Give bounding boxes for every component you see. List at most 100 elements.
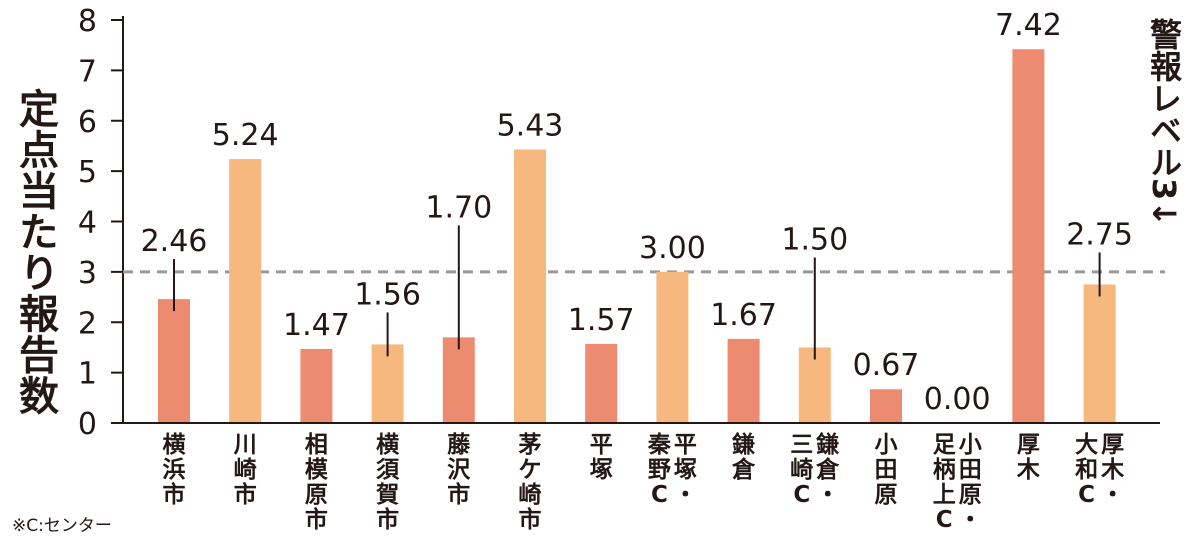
y-tick-label: 1 — [78, 357, 97, 392]
bar — [1083, 284, 1116, 423]
category-label-char: C — [936, 507, 953, 533]
bar — [229, 159, 262, 423]
bar — [1012, 49, 1045, 423]
category-label-char: 倉 — [815, 456, 840, 483]
bar — [727, 338, 760, 423]
category-label-char: C — [793, 482, 810, 508]
category-label-char: 模 — [305, 457, 329, 483]
category-label-char: 原 — [305, 482, 328, 508]
value-label: 0.00 — [924, 382, 991, 417]
y-tick-label: 0 — [78, 407, 97, 442]
reference-line-label: 警報レベル3↓ — [1145, 18, 1183, 228]
category-label-char: 小 — [959, 432, 982, 458]
category-label-char: 倉 — [731, 456, 756, 483]
y-axis-title: 定点当たり報告数 — [12, 88, 58, 416]
bar — [371, 344, 404, 423]
category-label-char: 市 — [305, 506, 328, 533]
category-label-char: 小 — [875, 432, 898, 458]
category-label-char: ・ — [1101, 482, 1124, 508]
category-label-char: 横 — [376, 432, 399, 458]
value-label: 2.46 — [141, 224, 208, 259]
category-label-char: 和 — [1075, 457, 1098, 483]
category-label-char: 足 — [933, 432, 956, 458]
category-label-char: 厚 — [1101, 432, 1124, 458]
value-label: 0.67 — [853, 348, 920, 383]
category-label-char: 野 — [648, 457, 671, 483]
category-label-char: 田 — [959, 457, 982, 483]
category-label-char: 崎 — [790, 457, 813, 483]
y-tick-label: 7 — [78, 54, 97, 89]
category-label-char: 川 — [234, 432, 257, 458]
category-label-char: 浜 — [163, 457, 186, 483]
value-label: 3.00 — [639, 231, 706, 266]
category-label-char: 三 — [790, 432, 813, 458]
category-label-char: 原 — [875, 482, 898, 508]
value-label: 1.56 — [354, 277, 421, 312]
category-label-char: 鎌 — [816, 431, 839, 458]
category-label-char: 木 — [1100, 457, 1124, 483]
category-label-char: 上 — [933, 482, 956, 508]
value-label: 1.50 — [781, 222, 848, 257]
category-label-char: 塚 — [590, 457, 613, 483]
footnote: ※C:センター — [12, 516, 112, 536]
bar — [514, 149, 546, 423]
value-label: 2.75 — [1066, 217, 1133, 252]
value-label: 1.57 — [568, 303, 635, 338]
category-label-char: 市 — [234, 481, 257, 508]
category-label-char: 市 — [447, 481, 470, 508]
bar — [870, 389, 902, 423]
category-label-char: 須 — [376, 457, 400, 483]
y-tick-label: 2 — [78, 306, 97, 341]
y-axis: 0 1 2 3 4 5 6 7 8 — [78, 4, 124, 442]
category-label-char: 藤 — [447, 432, 471, 458]
category-label-char: ・ — [816, 482, 839, 508]
category-label-char: 賀 — [375, 482, 399, 508]
category-label-char: 平 — [590, 432, 613, 458]
category-label-char: 大 — [1075, 432, 1098, 458]
category-label-char: 横 — [163, 432, 186, 458]
x-axis-labels: 横浜市川崎市相模原市横須賀市藤沢市茅ケ崎市平塚平塚・秦野C鎌倉鎌倉・三崎C小田原… — [163, 431, 1125, 533]
category-label-char: C — [1078, 482, 1095, 508]
category-label-char: 柄 — [933, 457, 956, 483]
category-label-char: 厚 — [1017, 432, 1040, 458]
category-label-char: 茅 — [519, 432, 542, 458]
value-label: 5.24 — [212, 118, 279, 153]
y-tick-label: 5 — [78, 155, 97, 190]
value-label: 1.47 — [283, 308, 350, 343]
category-label-char: 原 — [959, 482, 982, 508]
category-label-char: 市 — [163, 481, 186, 508]
bar — [158, 299, 190, 423]
category-label-char: ・ — [959, 507, 982, 533]
bar — [442, 337, 475, 423]
category-label-char: 崎 — [234, 457, 257, 483]
category-label-char: 沢 — [447, 457, 471, 483]
y-tick-label: 6 — [78, 105, 97, 140]
bar — [585, 343, 618, 423]
category-label-char: 市 — [376, 506, 399, 533]
category-label-char: 秦 — [647, 431, 672, 458]
category-label-char: 田 — [875, 457, 898, 483]
bars — [158, 49, 1116, 423]
value-label: 1.70 — [425, 190, 492, 225]
category-label-char: 鎌 — [732, 431, 755, 458]
value-label: 5.43 — [497, 108, 564, 143]
value-label: 1.67 — [710, 298, 777, 333]
category-label-char: 平 — [674, 432, 697, 458]
bar — [798, 347, 831, 423]
category-label-char: C — [651, 482, 668, 508]
bar — [300, 348, 333, 423]
y-tick-label: 3 — [78, 256, 97, 291]
category-label-char: 塚 — [674, 457, 697, 483]
y-tick-label: 8 — [78, 4, 97, 39]
category-label-char: 相 — [305, 432, 328, 458]
category-label-char: 市 — [519, 506, 542, 533]
y-tick-label: 4 — [78, 206, 97, 241]
bar — [656, 271, 689, 423]
category-label-char: ケ — [519, 457, 542, 483]
category-label-char: 木 — [1016, 457, 1040, 483]
value-label: 7.42 — [995, 8, 1062, 43]
value-labels: 2.46 5.24 1.471.56 1.70 5.43 1.57 3.001.67 1.50… — [141, 8, 1133, 417]
label-leader-lines — [173, 225, 1101, 360]
category-label-char: ・ — [674, 482, 697, 508]
